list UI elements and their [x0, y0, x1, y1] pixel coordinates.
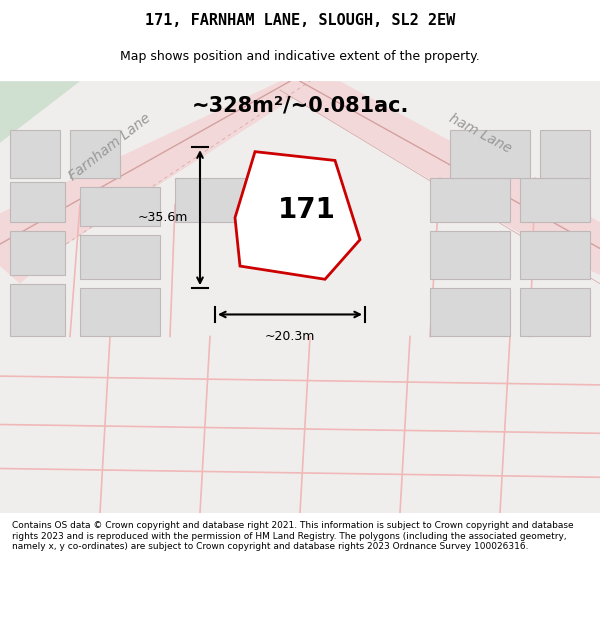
Bar: [430, 178, 510, 222]
Text: Contains OS data © Crown copyright and database right 2021. This information is : Contains OS data © Crown copyright and d…: [12, 521, 574, 551]
Polygon shape: [280, 81, 600, 275]
Bar: [80, 187, 160, 226]
Bar: [520, 178, 590, 222]
Text: Map shows position and indicative extent of the property.: Map shows position and indicative extent…: [120, 51, 480, 63]
Text: ~328m²/~0.081ac.: ~328m²/~0.081ac.: [191, 96, 409, 116]
Text: Farnham Lane: Farnham Lane: [67, 111, 154, 184]
Bar: [540, 129, 590, 178]
Text: 171, FARNHAM LANE, SLOUGH, SL2 2EW: 171, FARNHAM LANE, SLOUGH, SL2 2EW: [145, 12, 455, 28]
Bar: [80, 235, 160, 279]
Bar: [450, 129, 530, 178]
Bar: [430, 231, 510, 279]
Bar: [10, 284, 65, 336]
Bar: [175, 178, 255, 222]
Polygon shape: [0, 81, 320, 284]
Bar: [520, 231, 590, 279]
Bar: [10, 231, 65, 275]
Text: ham Lane: ham Lane: [446, 112, 514, 156]
Bar: [520, 288, 590, 336]
Polygon shape: [235, 152, 360, 279]
Bar: [80, 288, 160, 336]
Bar: [10, 182, 65, 222]
Text: 171: 171: [278, 196, 335, 224]
Text: ~20.3m: ~20.3m: [265, 331, 315, 343]
Text: ~35.6m: ~35.6m: [137, 211, 188, 224]
Bar: [430, 288, 510, 336]
Polygon shape: [0, 81, 80, 143]
Bar: [70, 129, 120, 178]
Bar: [10, 129, 60, 178]
